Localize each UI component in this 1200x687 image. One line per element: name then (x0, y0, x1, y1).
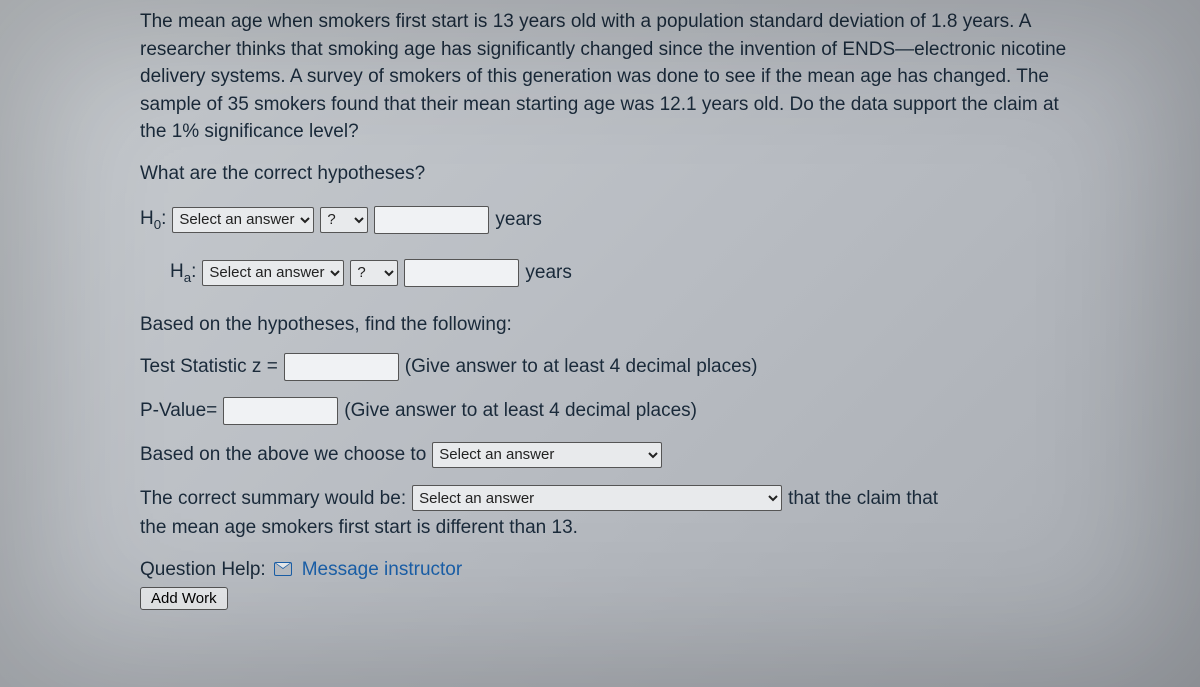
pvalue-label: P-Value= (140, 397, 217, 425)
ha-row: Ha: Select an answer ? years (170, 258, 1070, 287)
hypotheses-question: What are the correct hypotheses? (140, 160, 1070, 188)
ha-operator-select[interactable]: ? (350, 260, 398, 286)
summary-select[interactable]: Select an answer (412, 485, 782, 511)
h0-value-input[interactable] (374, 206, 489, 234)
test-statistic-hint: (Give answer to at least 4 decimal place… (405, 353, 758, 381)
decision-row: Based on the above we choose to Select a… (140, 441, 1070, 469)
pvalue-row: P-Value= (Give answer to at least 4 deci… (140, 397, 1070, 425)
question-help-row: Question Help: Message instructor (140, 556, 1070, 584)
h0-row: H0: Select an answer ? years (140, 205, 1070, 234)
test-statistic-label: Test Statistic z = (140, 353, 278, 381)
h0-label: H0: (140, 205, 166, 234)
pvalue-hint: (Give answer to at least 4 decimal place… (344, 397, 697, 425)
summary-tail: the mean age smokers first start is diff… (140, 514, 1070, 542)
decision-select[interactable]: Select an answer (432, 442, 662, 468)
ha-unit: years (525, 259, 571, 287)
ha-value-input[interactable] (404, 259, 519, 287)
decision-prefix: Based on the above we choose to (140, 441, 426, 469)
pvalue-input[interactable] (223, 397, 338, 425)
based-on-hypotheses: Based on the hypotheses, find the follow… (140, 311, 1070, 339)
h0-operator-select[interactable]: ? (320, 207, 368, 233)
ha-label: Ha: (170, 258, 196, 287)
question-help-label: Question Help: (140, 556, 266, 584)
test-statistic-row: Test Statistic z = (Give answer to at le… (140, 353, 1070, 381)
summary-row: The correct summary would be: Select an … (140, 485, 1070, 513)
ha-parameter-select[interactable]: Select an answer (202, 260, 344, 286)
test-statistic-input[interactable] (284, 353, 399, 381)
problem-statement: The mean age when smokers first start is… (140, 8, 1070, 146)
mail-icon (274, 562, 292, 576)
h0-unit: years (495, 206, 541, 234)
add-work-button[interactable]: Add Work (140, 587, 228, 610)
summary-prefix: The correct summary would be: (140, 485, 406, 513)
summary-suffix: that the claim that (788, 485, 938, 513)
message-instructor-link[interactable]: Message instructor (302, 556, 463, 584)
h0-parameter-select[interactable]: Select an answer (172, 207, 314, 233)
